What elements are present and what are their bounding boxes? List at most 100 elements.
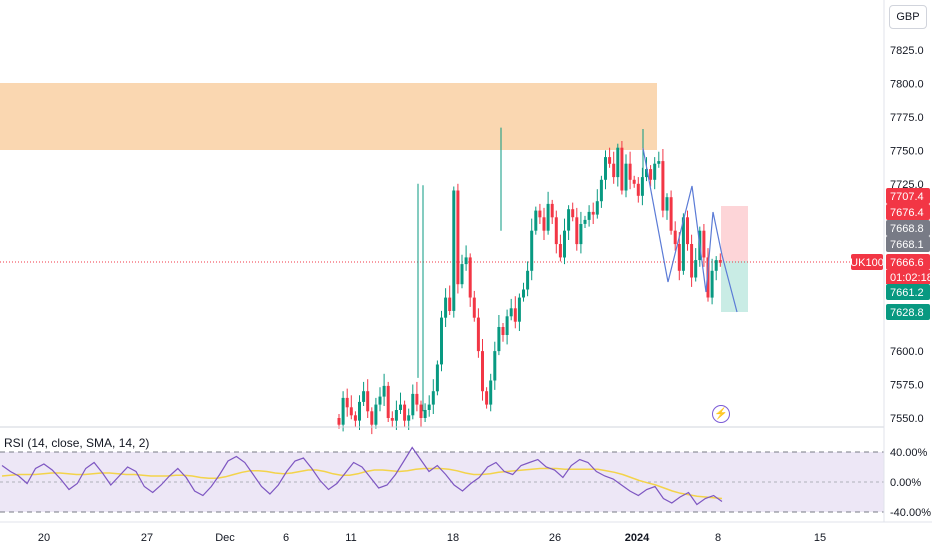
rsi-legend: RSI (14, close, SMA, 14, 2) bbox=[4, 436, 150, 450]
countdown-badge bbox=[886, 270, 930, 284]
candle-body bbox=[554, 217, 558, 245]
price-tick-label: 7575.0 bbox=[890, 380, 924, 392]
candle-body bbox=[702, 230, 706, 258]
price-badge bbox=[886, 188, 930, 204]
candle-body bbox=[386, 385, 390, 418]
rsi-sma-line bbox=[1, 467, 723, 500]
candle-body bbox=[526, 270, 530, 290]
candle-body bbox=[493, 351, 497, 381]
candle-body bbox=[632, 179, 636, 184]
candle-body bbox=[485, 391, 489, 405]
candle-body bbox=[571, 209, 575, 218]
price-badge bbox=[886, 254, 930, 270]
candle-body bbox=[616, 147, 620, 178]
time-axis[interactable]: 20 27 Dec 6 11 18 26 2024 8 15 bbox=[38, 532, 826, 544]
candle-body bbox=[489, 380, 493, 405]
price-tick-label: 7825.0 bbox=[890, 45, 924, 57]
price-badge bbox=[886, 204, 930, 220]
candle-body bbox=[415, 393, 419, 405]
candle-body bbox=[583, 219, 587, 224]
candle-body bbox=[407, 415, 411, 421]
candle-body bbox=[677, 244, 681, 271]
candle-body bbox=[464, 257, 468, 265]
rsi-tick-label: 0.00% bbox=[890, 477, 921, 489]
candle-body bbox=[358, 401, 361, 421]
supply-zone bbox=[0, 83, 657, 150]
price-tick-label: 7750.0 bbox=[890, 145, 924, 157]
candle-body bbox=[472, 297, 476, 318]
candle-body bbox=[522, 289, 525, 298]
candle-body bbox=[558, 244, 562, 258]
candle-body bbox=[706, 257, 710, 298]
candle-body bbox=[423, 410, 427, 418]
candle-body bbox=[710, 270, 714, 298]
time-tick-label: 15 bbox=[814, 532, 826, 544]
candle-body bbox=[505, 316, 509, 335]
price-badge bbox=[886, 236, 930, 252]
price-tick-label: 7550.0 bbox=[890, 413, 924, 425]
rsi-line bbox=[1, 446, 723, 506]
price-badge-label: 7707.4 bbox=[890, 191, 924, 203]
candle-body bbox=[366, 391, 370, 412]
candle-body bbox=[563, 230, 566, 258]
candle-body bbox=[661, 161, 665, 211]
candle-body bbox=[628, 163, 632, 180]
price-tick-label: 7800.0 bbox=[890, 79, 924, 91]
candle-body bbox=[575, 217, 579, 245]
candle-body bbox=[538, 210, 542, 218]
candle-body bbox=[587, 211, 591, 220]
candle-body bbox=[341, 397, 345, 425]
candle-body bbox=[694, 260, 698, 278]
candle-body bbox=[427, 404, 431, 410]
rsi-tick-label: 40.00% bbox=[890, 447, 928, 459]
candle-body bbox=[649, 169, 653, 180]
candle-body bbox=[567, 209, 571, 231]
candle-body bbox=[411, 393, 415, 416]
countdown-label: 01:02:18 bbox=[890, 272, 932, 284]
candle-body bbox=[690, 244, 694, 278]
candle-body bbox=[604, 157, 607, 180]
candle-body bbox=[374, 404, 378, 425]
time-tick-label: 8 bbox=[715, 532, 721, 544]
candle-body bbox=[468, 257, 472, 298]
candle-body bbox=[435, 364, 439, 392]
candle-body bbox=[452, 190, 456, 311]
symbol-label: UK100 bbox=[850, 257, 884, 269]
zigzag-pattern-line bbox=[642, 147, 738, 313]
symbol-badge bbox=[851, 254, 883, 270]
candle-body bbox=[378, 396, 382, 405]
price-badge bbox=[886, 304, 930, 320]
candle-body bbox=[595, 201, 599, 215]
time-tick-label: 6 bbox=[283, 532, 289, 544]
price-tick-label: 7600.0 bbox=[890, 346, 924, 358]
candle-body bbox=[476, 317, 480, 352]
candle-body bbox=[550, 203, 554, 218]
rsi-axis: 40.00% 0.00% -40.00% bbox=[890, 447, 931, 519]
candle-body bbox=[640, 177, 644, 196]
currency-button[interactable]: GBP bbox=[889, 5, 927, 29]
candle-body bbox=[653, 163, 657, 180]
time-tick-label: 2024 bbox=[625, 532, 650, 544]
candle-body bbox=[390, 418, 394, 421]
candle-body bbox=[419, 404, 423, 418]
candle-body bbox=[382, 385, 386, 397]
price-axis[interactable]: 7825.0 7800.0 7775.0 7750.0 7725.0 7600.0 7575… bbox=[890, 45, 924, 425]
candle-body bbox=[517, 297, 521, 322]
candle-body bbox=[645, 169, 648, 178]
price-badge bbox=[886, 284, 930, 300]
candle-body bbox=[403, 404, 407, 421]
candle-body bbox=[394, 410, 398, 421]
candle-body bbox=[665, 197, 669, 211]
candle-body bbox=[657, 161, 661, 164]
candle-body bbox=[534, 210, 538, 231]
price-badge bbox=[886, 220, 930, 236]
candle-body bbox=[591, 211, 595, 215]
candle-body bbox=[636, 183, 640, 196]
stop-loss-box bbox=[721, 206, 748, 261]
candle-body bbox=[608, 157, 612, 164]
time-tick-label: 11 bbox=[345, 532, 356, 544]
lightning-icon[interactable]: ⚡ bbox=[712, 405, 730, 423]
candle-body bbox=[501, 327, 505, 335]
rsi-tick-label: -40.00% bbox=[890, 507, 931, 519]
